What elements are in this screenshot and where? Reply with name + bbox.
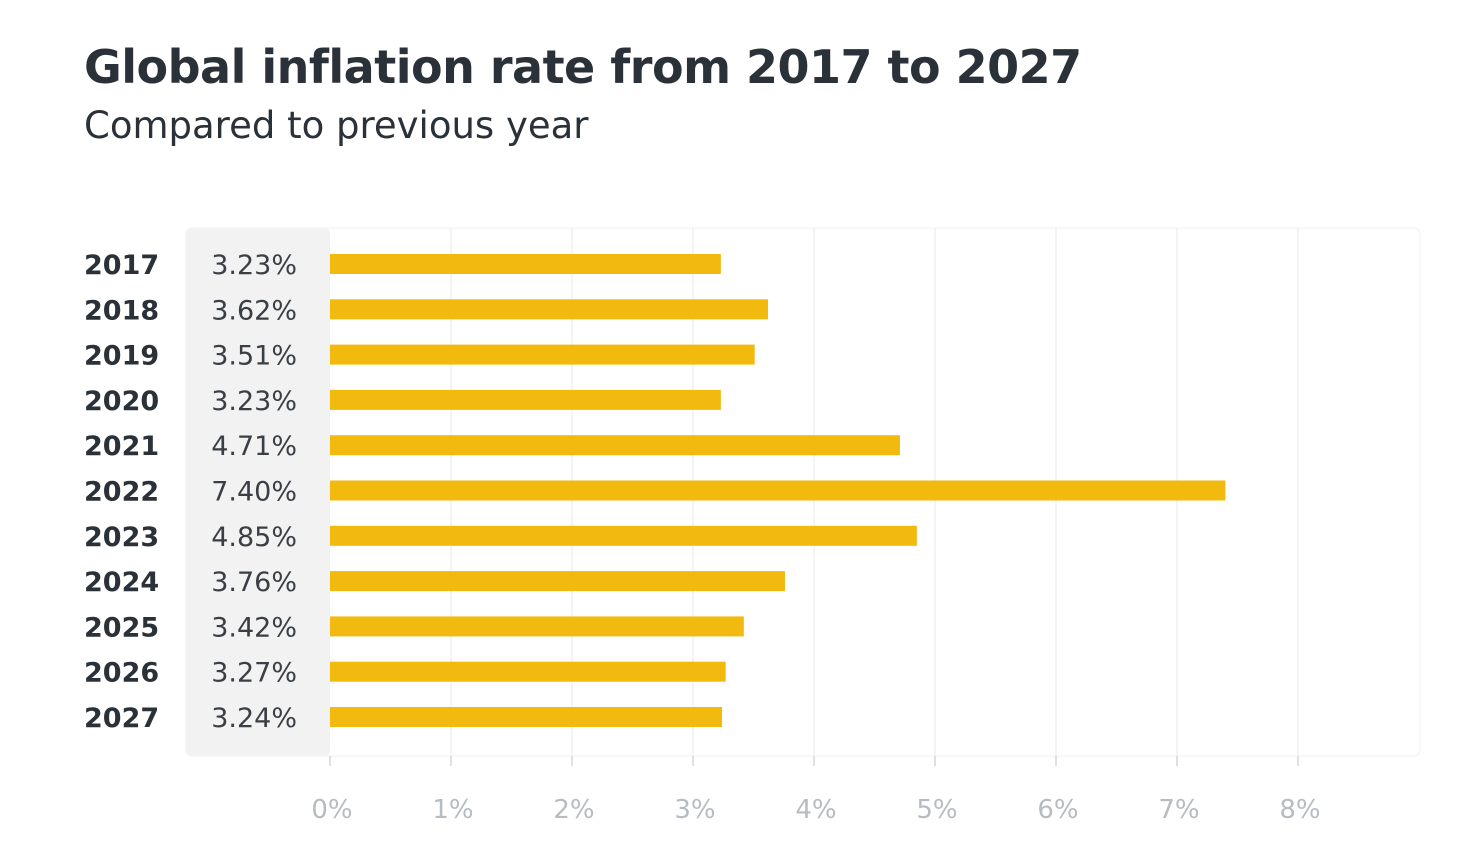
value-label: 3.62%: [211, 295, 297, 326]
bar-2021: [330, 435, 900, 456]
value-label: 4.71%: [211, 431, 297, 462]
x-tick-label: 5%: [916, 795, 957, 825]
bar-2027: [330, 707, 723, 727]
bar-2022: [330, 480, 1226, 501]
value-label: 3.23%: [211, 386, 297, 417]
x-tick-label: 6%: [1037, 795, 1078, 825]
category-label: 2022: [84, 477, 159, 508]
chart-subtitle: Compared to previous year: [84, 104, 589, 147]
value-label: 3.23%: [211, 250, 297, 281]
value-label: 4.85%: [211, 522, 297, 553]
category-label: 2021: [84, 431, 159, 462]
bar-2025: [330, 616, 744, 637]
value-label: 3.42%: [211, 612, 297, 643]
category-label: 2019: [84, 341, 159, 372]
x-tick-label: 4%: [795, 795, 836, 825]
category-label: 2026: [84, 658, 159, 689]
bar-2024: [330, 571, 785, 592]
category-label: 2017: [84, 250, 159, 281]
category-label: 2020: [84, 386, 159, 417]
x-tick-label: 2%: [553, 795, 594, 825]
bar-2018: [330, 299, 769, 320]
x-tick-label: 7%: [1158, 795, 1199, 825]
value-label: 3.76%: [211, 567, 297, 598]
value-label: 3.51%: [211, 341, 297, 372]
bar-2019: [330, 344, 755, 365]
category-label: 2025: [84, 612, 159, 643]
bar-2017: [330, 254, 721, 274]
category-label: 2024: [84, 567, 159, 598]
value-label: 3.27%: [211, 658, 297, 689]
category-label: 2023: [84, 522, 159, 553]
category-label: 2027: [84, 703, 159, 734]
value-label-column: [186, 228, 330, 756]
bar-2023: [330, 525, 917, 546]
value-label: 3.24%: [211, 703, 297, 734]
x-tick-label: 0%: [311, 795, 352, 825]
bar-2020: [330, 389, 721, 410]
x-tick-label: 1%: [432, 795, 473, 825]
chart-title: Global inflation rate from 2017 to 2027: [84, 40, 1082, 94]
x-tick-label: 3%: [674, 795, 715, 825]
x-tick-label: 8%: [1279, 795, 1320, 825]
bar-2026: [330, 661, 726, 682]
category-label: 2018: [84, 295, 159, 326]
value-label: 7.40%: [211, 477, 297, 508]
